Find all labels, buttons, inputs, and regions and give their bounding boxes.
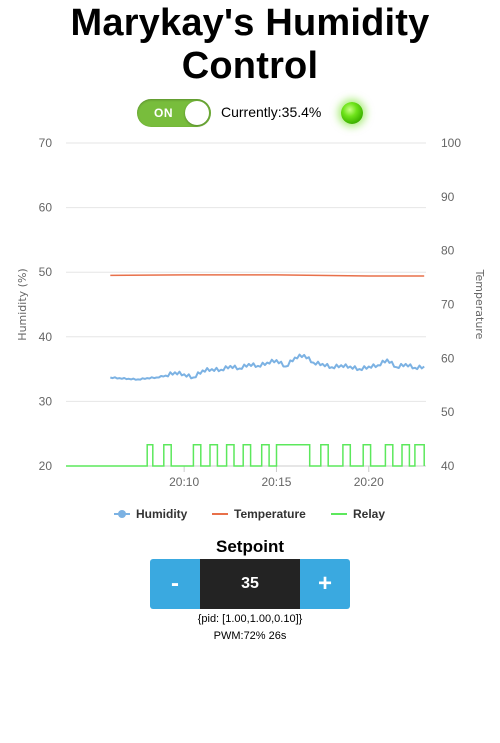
legend-item-humidity: Humidity — [136, 507, 188, 521]
current-humidity-text: Currently:35.4% — [221, 104, 322, 120]
legend-item-relay: Relay — [353, 507, 385, 521]
x-tick-label: 20:10 — [169, 475, 199, 489]
y-left-tick-label: 60 — [39, 201, 53, 215]
pwm-text: PWM:72% 26s — [213, 630, 287, 642]
power-toggle[interactable]: ON — [137, 99, 211, 127]
y-left-tick-label: 20 — [39, 459, 53, 473]
y-right-tick-label: 80 — [441, 244, 455, 258]
y-left-axis-title: Humidity (%) — [16, 268, 29, 340]
power-toggle-label: ON — [154, 106, 173, 120]
y-left-tick-label: 50 — [39, 265, 53, 279]
chart-svg: 20 30 40 50 60 70 40 50 60 70 80 90 100 20:10 20:15 20:… — [16, 136, 486, 521]
y-right-tick-label: 50 — [441, 405, 455, 419]
status-row: ON Currently:35.4% — [0, 98, 500, 130]
setpoint-decrease-button[interactable]: - — [150, 559, 200, 609]
y-left-tick-label: 30 — [39, 394, 53, 408]
y-right-tick-label: 100 — [441, 136, 461, 150]
humidity-chart: 20 30 40 50 60 70 40 50 60 70 80 90 100 20:10 20:15 20:… — [0, 130, 500, 530]
page-title: Marykay's Humidity Control — [70, 2, 430, 87]
setpoint-label: Setpoint — [216, 537, 284, 556]
y-left-tick-label: 40 — [39, 330, 53, 344]
y-right-tick-label: 90 — [441, 190, 455, 204]
relay-led-indicator — [341, 102, 363, 124]
series-relay-line — [66, 443, 425, 467]
y-right-axis-title: Temperature — [473, 269, 486, 340]
y-right-tick-label: 70 — [441, 298, 455, 312]
series-humidity-line — [110, 353, 425, 381]
legend-item-temperature: Temperature — [234, 507, 306, 521]
y-right-tick-label: 60 — [441, 351, 455, 365]
y-right-tick-label: 40 — [441, 459, 455, 473]
x-tick-label: 20:20 — [354, 475, 384, 489]
legend-dot-0 — [118, 510, 126, 518]
setpoint-increase-button[interactable]: + — [300, 559, 350, 609]
series-temperature-line — [110, 274, 425, 277]
setpoint-input[interactable] — [200, 559, 300, 609]
setpoint-control: - + — [150, 559, 350, 609]
x-tick-label: 20:15 — [261, 475, 291, 489]
toggle-knob[interactable] — [185, 101, 209, 125]
pid-text: {pid: [1.00,1.00,0.10]} — [197, 613, 303, 625]
y-left-tick-label: 70 — [39, 136, 53, 150]
